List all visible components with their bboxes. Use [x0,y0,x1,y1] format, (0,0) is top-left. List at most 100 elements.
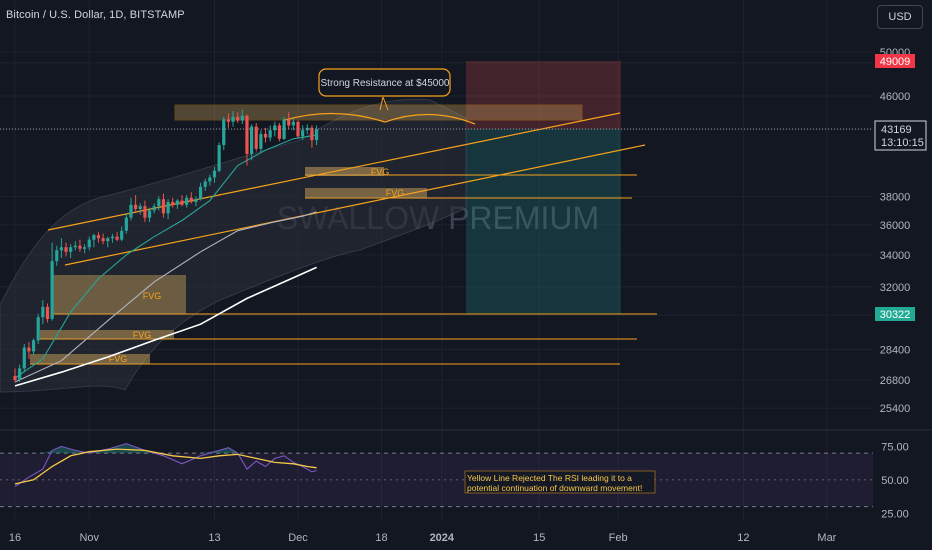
fvg-box [52,275,186,314]
candle-down [134,195,138,214]
candle-up [36,313,40,344]
price-tick-label: 34000 [880,250,911,262]
candle-up [69,244,73,259]
rsi-note-line-2: potential continuation of downward movem… [467,483,642,493]
candle-down [226,113,231,128]
fvg-box [305,188,427,198]
candle-up [240,109,244,125]
candle-down [171,197,175,208]
candle-up [314,125,319,146]
candle-up [152,203,156,214]
rsi-pane: 25.00 50.00 75.00 [0,429,932,520]
current-price-badge [874,120,927,151]
candle-up [59,238,63,259]
rsi-note-line-1: Yellow Line Rejected The RSI leading it … [467,473,632,483]
candle-up [166,199,170,220]
candle-up [41,300,45,325]
candle-down [143,200,147,222]
candle-up [129,197,133,221]
time-tick-label: 16 [9,532,21,544]
time-tick-label: Dec [288,532,308,544]
candle-down [254,122,258,152]
fvg-label: FVG [371,167,390,177]
candle-up [203,178,207,191]
candle-down [180,195,184,207]
candle-up [110,233,115,243]
fvg-label: FVG [386,188,405,198]
candle-down [263,127,268,143]
fvg-box [30,354,150,364]
candle-up [185,195,189,208]
candle-down [287,112,291,130]
candle-up [106,236,110,248]
candle-up [273,121,277,137]
time-tick-label: 12 [737,532,749,544]
time-tick-label: Feb [609,532,628,544]
fvg-box [40,330,174,339]
candle-up [222,116,226,151]
fvg-label: FVG [133,330,152,340]
target-low-badge [875,307,915,321]
currency-button[interactable]: USD [877,5,923,29]
sma-slow-line [14,266,317,387]
moving-averages [14,134,317,387]
resistance-zone [174,104,583,121]
candle-up [212,166,217,183]
candle-down [245,114,249,166]
candle-up [82,244,87,254]
candle-up [87,236,91,251]
time-tick-label: Nov [79,532,99,544]
resistance-callout-text: Strong Resistance at $45000 [321,78,450,89]
candle-up [259,130,263,153]
symbol-title[interactable]: Bitcoin / U.S. Dollar, 1D, BITSTAMP [6,9,185,21]
candle-up [175,199,179,210]
time-tick-label: 2024 [430,532,455,544]
target-high-badge-text: 49009 [880,56,911,68]
time-tick-label: 18 [375,532,387,544]
candle-up [198,182,203,201]
candle-down [115,232,119,242]
candle-up [282,116,286,141]
price-tick-label: 36000 [880,220,911,232]
candles [13,109,319,382]
candle-down [277,122,282,142]
resistance-callout [318,68,451,97]
bollinger-band-fill [0,98,467,393]
resistance-arc [384,113,476,125]
resistance-arc [284,112,386,123]
candle-down [27,342,31,359]
candle-up [147,207,152,222]
candle-up [120,226,124,242]
candle-up [268,125,272,142]
candle-down [310,125,314,148]
price-tick-label: 28400 [880,345,911,357]
rsi-tick-label: 25.00 [881,508,909,520]
candle-up [124,213,128,234]
candle-up [208,174,212,186]
candle-up [305,124,309,134]
fvg-label: FVG [109,354,128,364]
sma-mid-line [14,211,317,383]
candle-up [18,364,22,382]
candle-up [138,203,142,215]
candle-up [22,343,26,373]
rsi-line [14,443,317,487]
time-axis[interactable]: 16 Nov 13 Dec 18 2024 15 Feb 12 Mar [9,532,837,544]
resistance-pointer [379,96,384,111]
candle-down [161,193,166,218]
target-high-badge [875,54,915,68]
candle-up [291,118,295,131]
sma-fast-line [14,134,317,379]
rsi-ma-line [14,448,317,485]
fvg-label: FVG [143,291,162,301]
channel-lower-line [64,144,646,266]
rsi-overbought-fill [15,443,317,454]
price-axis[interactable]: 25400 26800 28400 32000 34000 36000 38000 46000… [880,47,911,415]
rsi-band [0,453,873,507]
take-profit-zone [466,129,621,314]
rsi-note-box [464,470,656,494]
candle-down [96,232,101,243]
price-tick-label: 25400 [880,403,911,415]
candle-up [73,241,77,251]
